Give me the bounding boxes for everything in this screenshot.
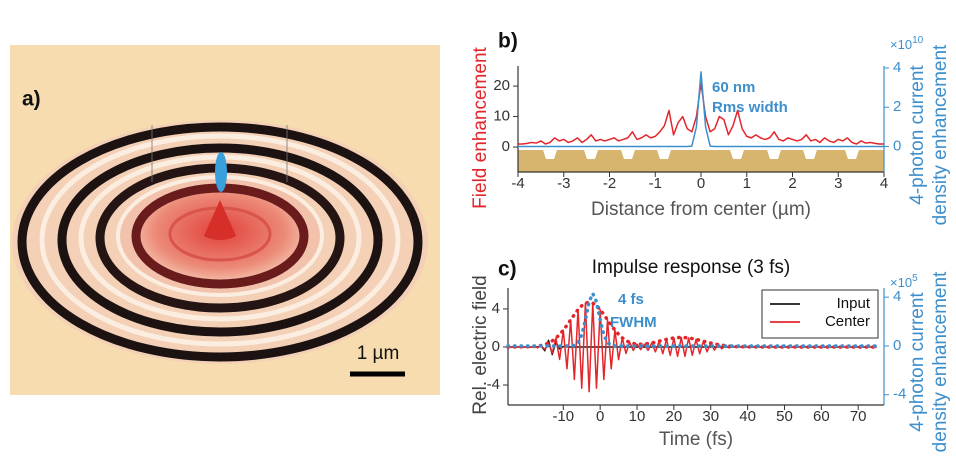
x-tick-label: 40 xyxy=(739,408,756,425)
multiplier-base: ×10 xyxy=(890,275,912,290)
annotation: Rms width xyxy=(712,99,788,116)
y2-tick-label: 4 xyxy=(893,288,901,305)
data-line xyxy=(506,291,879,348)
annotation: 60 nm xyxy=(712,79,755,96)
y-axis-label: Field enhancement xyxy=(470,46,491,208)
y2-tick-label: -4 xyxy=(893,386,906,403)
legend-label: Input xyxy=(837,295,871,312)
x-tick-label: 2 xyxy=(788,175,796,192)
x-tick-label: 0 xyxy=(596,408,604,425)
x-tick-label: -1 xyxy=(649,175,662,192)
x-tick-label: 10 xyxy=(629,408,646,425)
x-tick-label: -4 xyxy=(511,175,524,192)
chart-title: Impulse response (3 fs) xyxy=(592,257,791,278)
scale-bar-label: 1 µm xyxy=(357,343,400,364)
y2-tick-label: 2 xyxy=(893,98,901,115)
legend-label: Center xyxy=(825,313,870,330)
y2-axis-label: density enhancement xyxy=(930,44,951,225)
y-tick-label: -4 xyxy=(487,376,500,393)
y-tick-label: 20 xyxy=(493,77,510,94)
panel-label: c) xyxy=(498,258,517,281)
y-tick-label: 10 xyxy=(493,108,510,125)
multiplier-exponent: 5 xyxy=(912,273,918,284)
x-tick-label: -2 xyxy=(603,175,616,192)
y2-tick-label: 0 xyxy=(893,337,901,354)
x-axis-label: Distance from center (µm) xyxy=(591,199,811,220)
y2-axis-label: density enhancement xyxy=(930,271,951,452)
axis-multiplier: ×105 xyxy=(890,273,918,291)
panel-label: a) xyxy=(22,88,41,111)
axis-multiplier: ×1010 xyxy=(890,35,924,53)
x-tick-label: 1 xyxy=(743,175,751,192)
y-tick-label: 4 xyxy=(492,300,500,317)
annotation: 4 fs xyxy=(618,291,644,308)
x-tick-label: 70 xyxy=(850,408,867,425)
substrate xyxy=(518,150,884,172)
x-tick-label: 50 xyxy=(776,408,793,425)
x-axis-label: Time (fs) xyxy=(659,429,733,450)
panel-label: b) xyxy=(498,30,518,53)
y2-tick-label: 4 xyxy=(893,59,901,76)
y-tick-label: 0 xyxy=(492,338,500,355)
y2-axis-label: 4-photon current xyxy=(907,292,928,432)
x-tick-label: 0 xyxy=(697,175,705,192)
data-line xyxy=(518,82,884,145)
y2-tick-label: 0 xyxy=(893,137,901,154)
y2-axis-label: 4-photon current xyxy=(907,65,928,205)
legend-box xyxy=(761,289,879,339)
multiplier-exponent: 10 xyxy=(912,35,924,46)
multiplier-base: ×10 xyxy=(890,37,912,52)
x-tick-label: -3 xyxy=(557,175,570,192)
data-line xyxy=(518,71,884,148)
x-tick-label: 4 xyxy=(880,175,888,192)
x-tick-label: 60 xyxy=(813,408,830,425)
x-tick-label: 20 xyxy=(666,408,683,425)
x-tick-label: 3 xyxy=(834,175,842,192)
y-tick-label: 0 xyxy=(502,138,510,155)
x-tick-label: 30 xyxy=(702,408,719,425)
annotation: FWHM xyxy=(610,314,657,331)
panel-a-image xyxy=(10,45,440,395)
y-axis-label: Rel. electric field xyxy=(470,275,491,414)
x-tick-label: -10 xyxy=(552,408,574,425)
